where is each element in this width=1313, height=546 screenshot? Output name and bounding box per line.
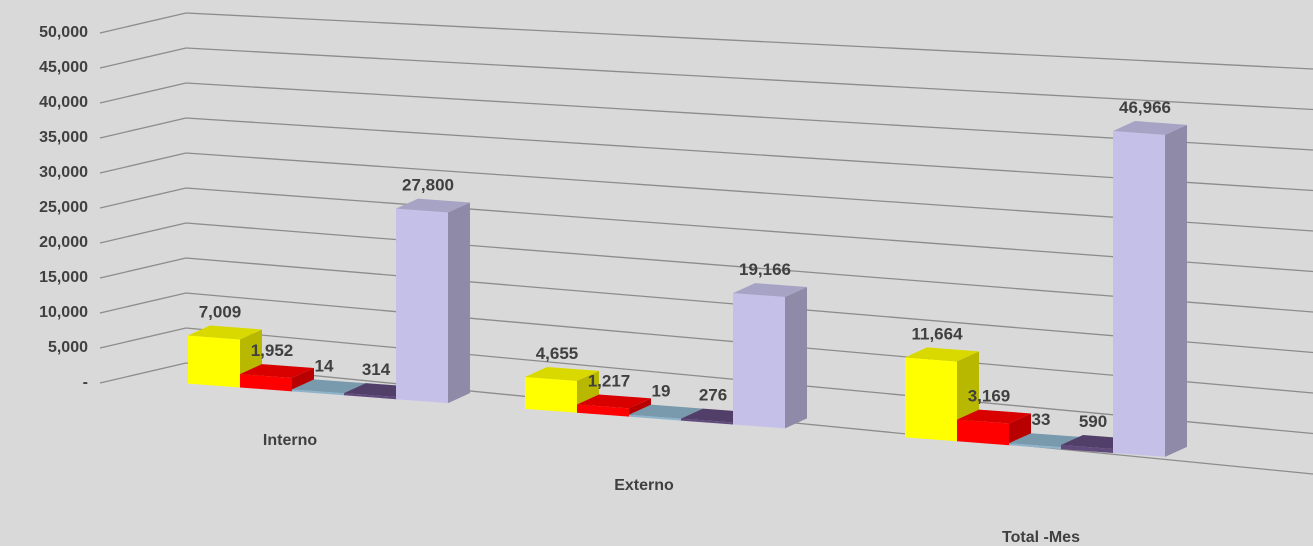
gridline-side — [99, 82, 187, 104]
bar-top — [396, 198, 470, 213]
bar-front — [905, 357, 957, 442]
data-label: 19 — [652, 382, 671, 401]
bar-front — [1061, 445, 1113, 453]
bar-top — [577, 394, 651, 409]
bar-front — [577, 404, 629, 417]
data-label: 590 — [1079, 412, 1107, 431]
category-label: Interno — [263, 432, 317, 449]
bar-front — [1113, 130, 1165, 457]
bar — [1113, 120, 1187, 457]
gridline-side — [99, 117, 187, 139]
bar-side — [448, 202, 470, 404]
bar-front — [733, 293, 785, 429]
bar — [396, 198, 470, 404]
data-labels: 7,009 1,952 14 314 27,800 4,655 1,217 19 276 19,1… — [199, 98, 1171, 431]
gridline-side — [99, 327, 187, 349]
data-label: 27,800 — [402, 176, 454, 195]
data-label: 276 — [699, 386, 727, 405]
bar — [733, 283, 807, 429]
gridline — [185, 12, 1313, 70]
y-tick-label: - — [83, 374, 88, 391]
data-label: 7,009 — [199, 303, 242, 322]
bar-front — [681, 418, 733, 425]
category-label: Externo — [614, 477, 674, 494]
bar-top — [905, 347, 979, 362]
gridline-side — [99, 257, 187, 279]
bar-front — [292, 389, 344, 396]
bar — [957, 409, 1031, 446]
bar-side — [292, 368, 314, 392]
gridline-side — [99, 187, 187, 209]
bar — [240, 364, 314, 392]
gridline — [185, 47, 1313, 111]
gridline-side — [99, 47, 187, 69]
gridline-side — [99, 362, 187, 384]
y-tick-label: 50,000 — [39, 24, 88, 41]
bar-front — [396, 208, 448, 404]
bar-top — [240, 364, 314, 379]
category-label: Total -Mes — [1002, 529, 1080, 546]
gridline-side — [99, 12, 187, 34]
bar-top — [1113, 120, 1187, 135]
bar-side — [1165, 124, 1187, 457]
bar-front — [344, 393, 396, 400]
bar-top — [292, 379, 366, 394]
data-label: 46,966 — [1119, 98, 1171, 117]
y-tick-label: 20,000 — [39, 234, 88, 251]
bar-side — [629, 398, 651, 417]
gridline-side — [99, 292, 187, 314]
y-tick-label: 15,000 — [39, 269, 88, 286]
data-label: 314 — [362, 360, 391, 379]
bar — [577, 394, 651, 417]
y-tick-label: 35,000 — [39, 129, 88, 146]
y-tick-label: 40,000 — [39, 94, 88, 111]
bar-front — [1009, 443, 1061, 450]
data-label: 3,169 — [968, 387, 1011, 406]
y-tick-label: 10,000 — [39, 304, 88, 321]
gridline-side — [99, 152, 187, 174]
bar-top — [188, 325, 262, 340]
bar-side — [785, 286, 807, 429]
bar-front — [629, 414, 681, 421]
bar-top — [733, 283, 807, 297]
bar-front — [240, 374, 292, 392]
bar-top — [525, 366, 599, 381]
y-axis-ticks: - 5,000 10,000 15,000 20,000 25,000 30,000 35,0… — [39, 24, 88, 391]
y-tick-label: 25,000 — [39, 199, 88, 216]
y-tick-label: 5,000 — [48, 339, 88, 356]
data-label: 19,166 — [739, 260, 791, 279]
data-label: 11,664 — [911, 324, 963, 343]
data-label: 4,655 — [536, 344, 579, 363]
bar-front — [525, 376, 577, 413]
bars — [188, 120, 1187, 457]
bar-front — [957, 419, 1009, 446]
y-tick-label: 45,000 — [39, 59, 88, 76]
bar-top — [957, 409, 1031, 424]
data-label: 14 — [315, 356, 334, 375]
y-tick-label: 30,000 — [39, 164, 88, 181]
category-labels: Interno Externo Total -Mes — [263, 432, 1080, 546]
gridline-side — [99, 222, 187, 244]
bar-top — [629, 404, 703, 419]
data-label: 33 — [1032, 410, 1051, 429]
data-label: 1,217 — [588, 371, 631, 390]
bar-front — [188, 335, 240, 388]
data-label: 1,952 — [251, 341, 294, 360]
